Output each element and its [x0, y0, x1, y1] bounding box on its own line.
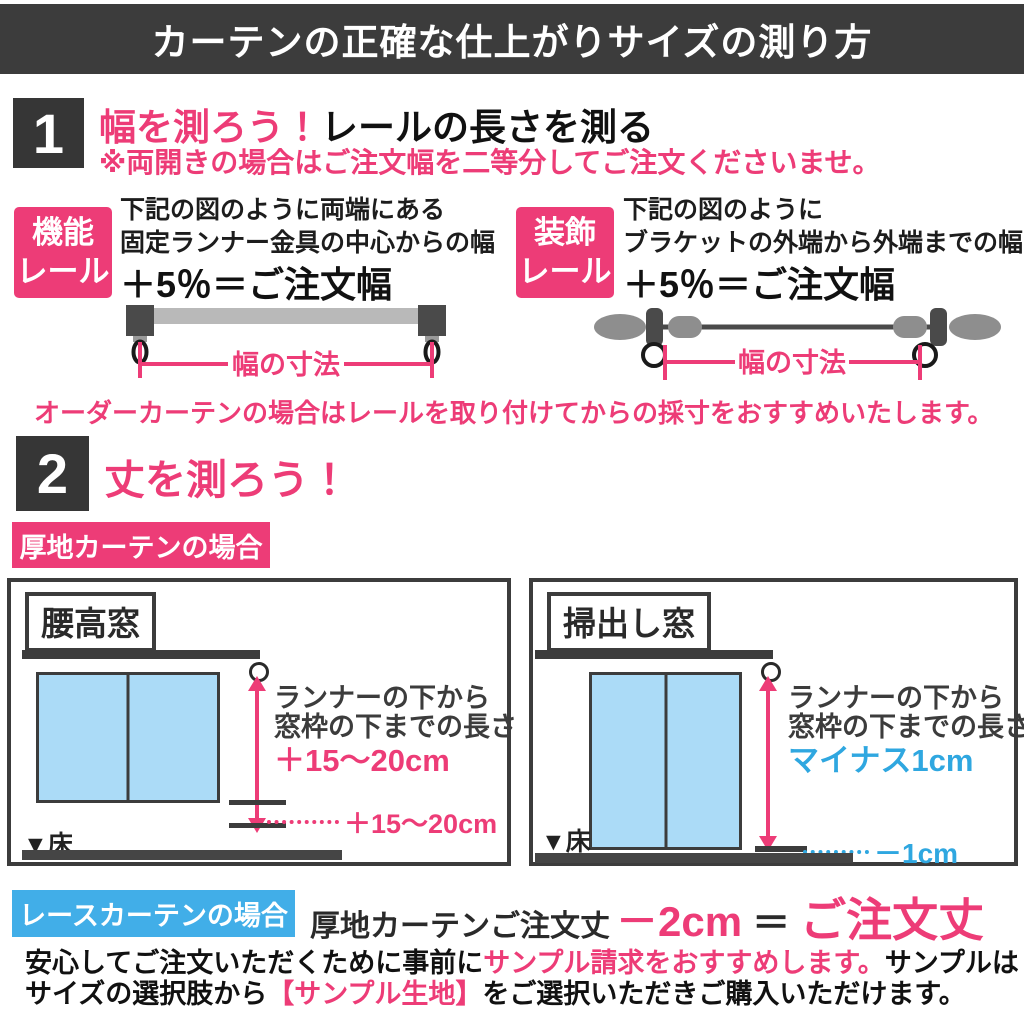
waist-high-window-panel: 腰高窓 ランナーの下から 窓枠の下までの長さ ＋15～20cm ＋15～20cm…: [7, 578, 517, 866]
bracket-left: [646, 308, 663, 346]
sample-request-paragraph: 安心してご注文いただくために事前にサンプル請求をおすすめします。サンプルは サイ…: [25, 948, 1019, 1011]
step1-note: ※両開きの場合はご注文幅を二等分してご注文くださいませ。: [99, 147, 881, 178]
window-illustration: [589, 672, 742, 850]
extension-tick-top: [229, 800, 286, 805]
floor-window-panel: 掃出し窓 ランナーの下から 窓枠の下までの長さ マイナス1cm －1cm ▼床: [529, 578, 1024, 869]
functional-rail-description: 下記の図のように両端にある 固定ランナー金具の中心からの幅 ＋5％＝ご注文幅: [120, 194, 495, 309]
step1-title-pink: 幅を測ろう！: [99, 107, 321, 148]
lace-formula: 厚地カーテンご注文丈 －2cm ＝ ご注文丈: [310, 884, 984, 950]
window-illustration: [36, 672, 220, 803]
hem-level-bar: [755, 846, 807, 852]
footer-line2-black2: をご選択いただきご購入いただけます。: [482, 979, 966, 1010]
floor-bar: [535, 853, 853, 863]
length-desc-line2: 窓枠の下までの長さ: [274, 712, 517, 742]
ring-left: [641, 342, 667, 368]
measure-label: 幅の寸法: [738, 348, 846, 378]
step1-title: 幅を測ろう！レールの長さを測る: [99, 97, 654, 151]
dotted-leader: [267, 819, 339, 824]
measure-label: 幅の寸法: [232, 350, 340, 380]
step1-title-black: レールの長さを測る: [321, 107, 654, 148]
functional-rail-desc-line2: 固定ランナー金具の中心からの幅: [120, 228, 496, 257]
runner-mount-left: [133, 336, 147, 342]
decorative-rail-label-line2: レール: [518, 253, 612, 289]
decorative-rail-diagram: 幅の寸法: [594, 308, 1001, 380]
curtain-rail-bar: [535, 650, 773, 659]
finial-left: [594, 314, 646, 340]
footer-line2: サイズの選択肢から【サンプル生地】をご選択いただきご購入いただけます。: [25, 979, 1019, 1010]
footer-line1-black: 安心してご注文いただくために事前に: [25, 948, 484, 978]
window-sash-divider: [664, 675, 667, 847]
functional-rail-formula: ＋5％＝ご注文幅: [120, 264, 393, 305]
footer-line1-black2: サンプルは: [884, 948, 1019, 978]
functional-rail-label-line1: 機能: [32, 214, 94, 250]
header-bar: カーテンの正確な仕上がりサイズの測り方: [0, 4, 1024, 74]
runner-mount-right: [425, 336, 439, 342]
lace-formula-minus: －2cm: [616, 898, 743, 945]
waist-high-window-title: 腰高窓: [25, 592, 156, 652]
floor-marker: ▼床: [541, 828, 591, 856]
functional-rail-label-line2: レール: [16, 253, 110, 289]
rail-end-cap-left: [126, 305, 154, 336]
functional-rail-diagram: 幅の寸法: [126, 305, 446, 380]
decorative-rail-label: 装飾 レール: [516, 207, 614, 298]
length-adjustment-value: ＋15～20cm: [274, 743, 450, 778]
measure-arrow: [766, 688, 770, 838]
reduction-note-value: －1cm: [874, 838, 959, 869]
thick-curtain-label: 厚地カーテンの場合: [12, 522, 270, 568]
page-title: カーテンの正確な仕上がりサイズの測り方: [151, 22, 873, 63]
extension-note-value: ＋15～20cm: [344, 809, 498, 839]
footer-line1-pink: サンプル請求をおすすめします。: [483, 948, 885, 978]
footer-line2-pink: 【サンプル生地】: [267, 979, 483, 1010]
length-desc-line2: 窓枠の下までの長さ: [788, 712, 1024, 742]
curtain-rail-bar: [22, 650, 260, 659]
rod-end-right: [893, 316, 927, 338]
lace-curtain-label: レースカーテンの場合: [12, 890, 295, 937]
arrow-head-up: [759, 676, 777, 691]
extension-note: ＋15～20cm: [267, 802, 497, 841]
window-sash-divider: [126, 675, 130, 800]
step2-number-badge: 2: [16, 436, 89, 511]
step2-number: 2: [36, 442, 69, 505]
measure-arrow: [255, 688, 259, 820]
footer-line1: 安心してご注文いただくために事前にサンプル請求をおすすめします。サンプルは: [25, 948, 1019, 979]
extension-tick-bottom: [229, 823, 286, 828]
step1-number: 1: [32, 101, 65, 165]
rail-bar: [132, 308, 440, 324]
finial-right: [949, 314, 1001, 340]
functional-rail-label: 機能 レール: [14, 207, 112, 298]
footer-line2-black: サイズの選択肢から: [25, 979, 268, 1010]
lace-formula-result: ご注文丈: [800, 894, 985, 946]
lace-formula-equals: ＝: [752, 903, 791, 945]
functional-rail-desc-line1: 下記の図のように両端にある: [120, 196, 446, 224]
decorative-rail-formula: ＋5％＝ご注文幅: [623, 264, 896, 305]
reduction-note: －1cm: [803, 832, 958, 872]
decorative-rail-label-line1: 装飾: [534, 214, 596, 250]
order-curtain-advice: オーダーカーテンの場合はレールを取り付けてからの採寸をおすすめいたします。: [34, 398, 994, 428]
decorative-rail-desc-line2: ブラケットの外端から外端までの幅: [623, 228, 1024, 257]
floor-window-title: 掃出し窓: [547, 592, 711, 652]
length-adjustment-value: マイナス1cm: [788, 743, 974, 778]
dotted-leader: [803, 850, 869, 854]
rail-end-cap-right: [418, 305, 446, 336]
decorative-rail-desc-line1: 下記の図のように: [623, 196, 824, 224]
floor-bar: [22, 850, 342, 860]
length-desc-line1: ランナーの下から: [274, 683, 490, 713]
arrow-head-up: [248, 676, 266, 691]
length-desc-line1: ランナーの下から: [788, 683, 1004, 713]
decorative-rail-description: 下記の図のように ブラケットの外端から外端までの幅 ＋5％＝ご注文幅: [623, 194, 1023, 309]
lace-formula-base: 厚地カーテンご注文丈: [310, 910, 610, 943]
step1-number-badge: 1: [13, 98, 84, 168]
step2-title: 丈を測ろう！: [104, 457, 350, 503]
rod-end-left: [668, 316, 702, 338]
bracket-right: [930, 308, 947, 346]
